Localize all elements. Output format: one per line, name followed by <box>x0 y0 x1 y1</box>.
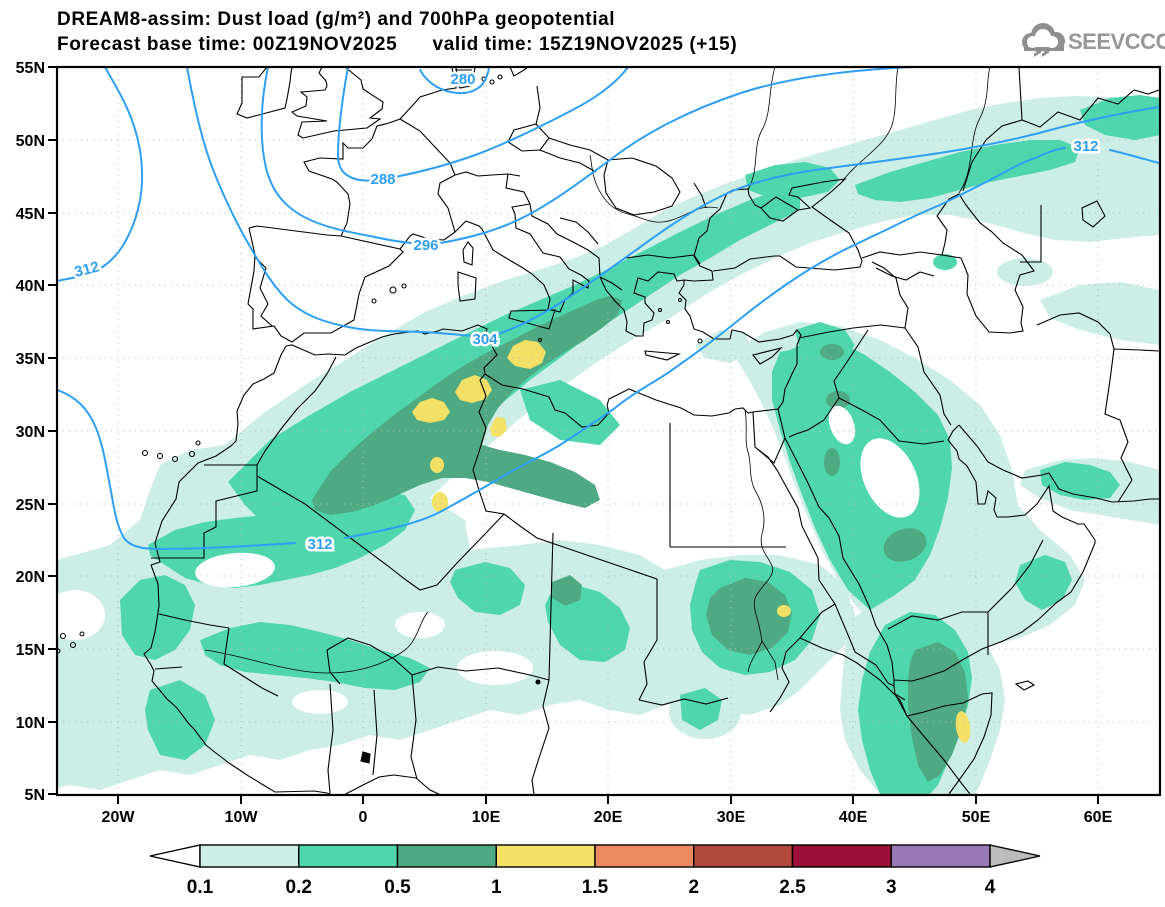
lat-label: 15N <box>16 642 45 659</box>
colorbar-tick-label: 3 <box>886 877 897 898</box>
lat-label: 30N <box>16 424 45 441</box>
geo-label-288: 288 <box>370 171 395 188</box>
geo-label-296: 296 <box>413 237 438 254</box>
colorbar-underflow-arrow <box>149 844 201 868</box>
contour-312-atlantic <box>57 67 144 282</box>
lon-label: 40E <box>839 809 868 826</box>
longitude-axis: 20W 10W 0 10E 20E 30E 40E 50E 60E <box>102 809 1113 826</box>
colorbar-segment <box>396 844 497 868</box>
rivers <box>204 67 991 681</box>
lat-label: 40N <box>16 278 45 295</box>
colorbar-tick-label: 0.1 <box>187 877 214 898</box>
colorbar-tick-label: 2 <box>688 877 699 898</box>
lon-label: 0 <box>359 809 368 826</box>
geo-label-312-atlantic: 312 <box>73 258 101 281</box>
cloud-icon <box>1022 23 1065 57</box>
geopotential-labels: 280 288 296 304 312 312 312 <box>70 69 1101 556</box>
map-subtitle-times: Forecast base time: 00Z19NOV2025 valid t… <box>57 34 737 55</box>
lon-label: 20E <box>594 809 623 826</box>
lon-label: 30E <box>717 809 746 826</box>
latitude-axis: 55N 50N 45N 40N 35N 30N 25N 20N 15N 10N … <box>16 60 45 804</box>
lon-label: 50E <box>962 809 991 826</box>
lat-label: 55N <box>16 60 45 77</box>
contour-296 <box>260 67 913 244</box>
lat-label: 35N <box>16 351 45 368</box>
lat-label: 45N <box>16 206 45 223</box>
colorbar-tick-label: 0.2 <box>286 877 312 898</box>
axis-ticks <box>48 66 1099 804</box>
lat-label: 5N <box>25 787 45 804</box>
geo-label-312-ne: 312 <box>1073 138 1098 155</box>
colorbar-segment <box>298 844 399 868</box>
lat-label: 25N <box>16 497 45 514</box>
colorbar-segment <box>890 844 991 868</box>
colorbar-segment <box>199 844 300 868</box>
colorbar-segment <box>594 844 695 868</box>
lon-label: 10W <box>225 809 259 826</box>
lat-label: 50N <box>16 133 45 150</box>
lon-label: 60E <box>1084 809 1113 826</box>
lon-label: 20W <box>102 809 136 826</box>
colorbar-tick-label: 4 <box>985 877 996 898</box>
lon-label: 10E <box>472 809 501 826</box>
colorbar-tick-label: 0.5 <box>384 877 411 898</box>
map-title: DREAM8-assim: Dust load (g/m²) and 700hP… <box>57 9 615 30</box>
geo-label-312-africa: 312 <box>307 536 332 553</box>
colorbar-overflow-arrow <box>989 844 1041 868</box>
logo-text: SEEVCCC <box>1068 29 1165 54</box>
dust-level-1 <box>412 340 971 743</box>
colorbar-segment <box>693 844 794 868</box>
contour-280 <box>419 67 490 95</box>
lat-label: 20N <box>16 569 45 586</box>
colorbar-segment <box>495 844 596 868</box>
contour-312-africa <box>57 147 1160 551</box>
colorbar-tick-label: 1.5 <box>582 877 609 898</box>
colorbar-segment <box>791 844 892 868</box>
geo-label-304: 304 <box>472 331 498 348</box>
contour-304 <box>186 67 1160 338</box>
colorbar-labels: 0.1 0.2 0.5 1 1.5 2 2.5 3 4 <box>187 877 996 898</box>
contour-288 <box>336 67 629 182</box>
lat-label: 10N <box>16 715 45 732</box>
geo-label-280: 280 <box>450 71 475 88</box>
colorbar <box>149 844 1041 868</box>
geopotential-contours <box>57 67 1160 551</box>
colorbar-tick-label: 1 <box>491 877 502 898</box>
colorbar-tick-label: 2.5 <box>779 877 806 898</box>
seevccc-logo: SEEVCCC <box>1022 23 1165 57</box>
